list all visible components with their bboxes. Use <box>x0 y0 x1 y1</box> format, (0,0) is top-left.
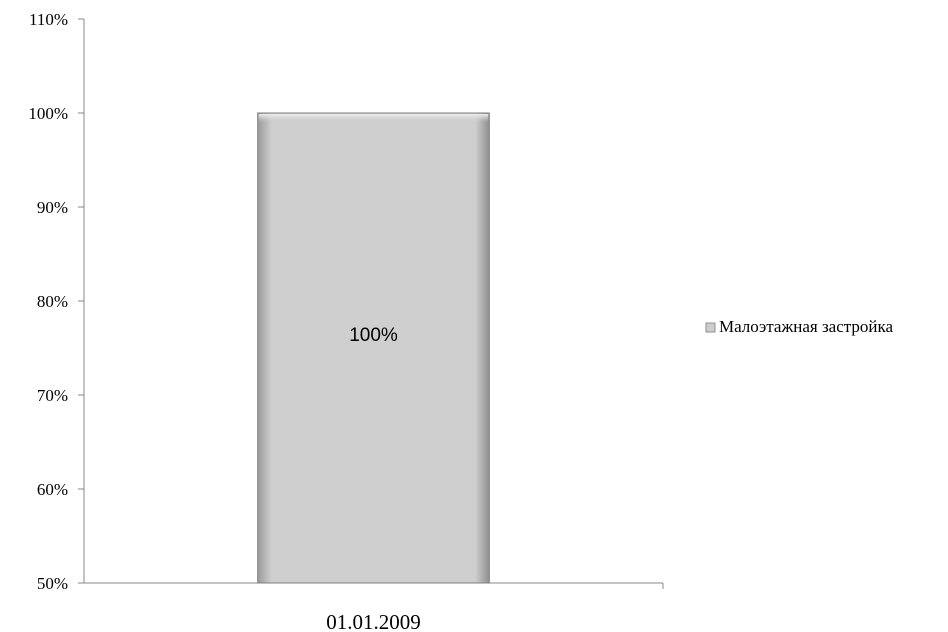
bar-highlight <box>258 114 489 122</box>
bar <box>257 112 490 584</box>
y-tick-label: 60% <box>37 480 68 499</box>
x-axis: 01.01.2009 <box>78 582 664 632</box>
legend-swatch <box>705 322 716 333</box>
y-tick-label: 80% <box>37 292 68 311</box>
legend: Малоэтажная застройка <box>705 317 893 336</box>
legend-label: Малоэтажная застройка <box>719 317 893 336</box>
y-tick-label: 50% <box>37 574 68 593</box>
y-tick-label: 90% <box>37 198 68 217</box>
x-category-label: 01.01.2009 <box>326 610 421 632</box>
y-tick-label: 70% <box>37 386 68 405</box>
y-tick-label: 110% <box>29 10 68 29</box>
data-label: 100% <box>349 325 398 346</box>
bars: 100% <box>257 112 490 584</box>
y-axis: 50% 60% 70% 80% 90% 100% 110% <box>28 10 85 593</box>
y-tick-label: 100% <box>28 104 68 123</box>
